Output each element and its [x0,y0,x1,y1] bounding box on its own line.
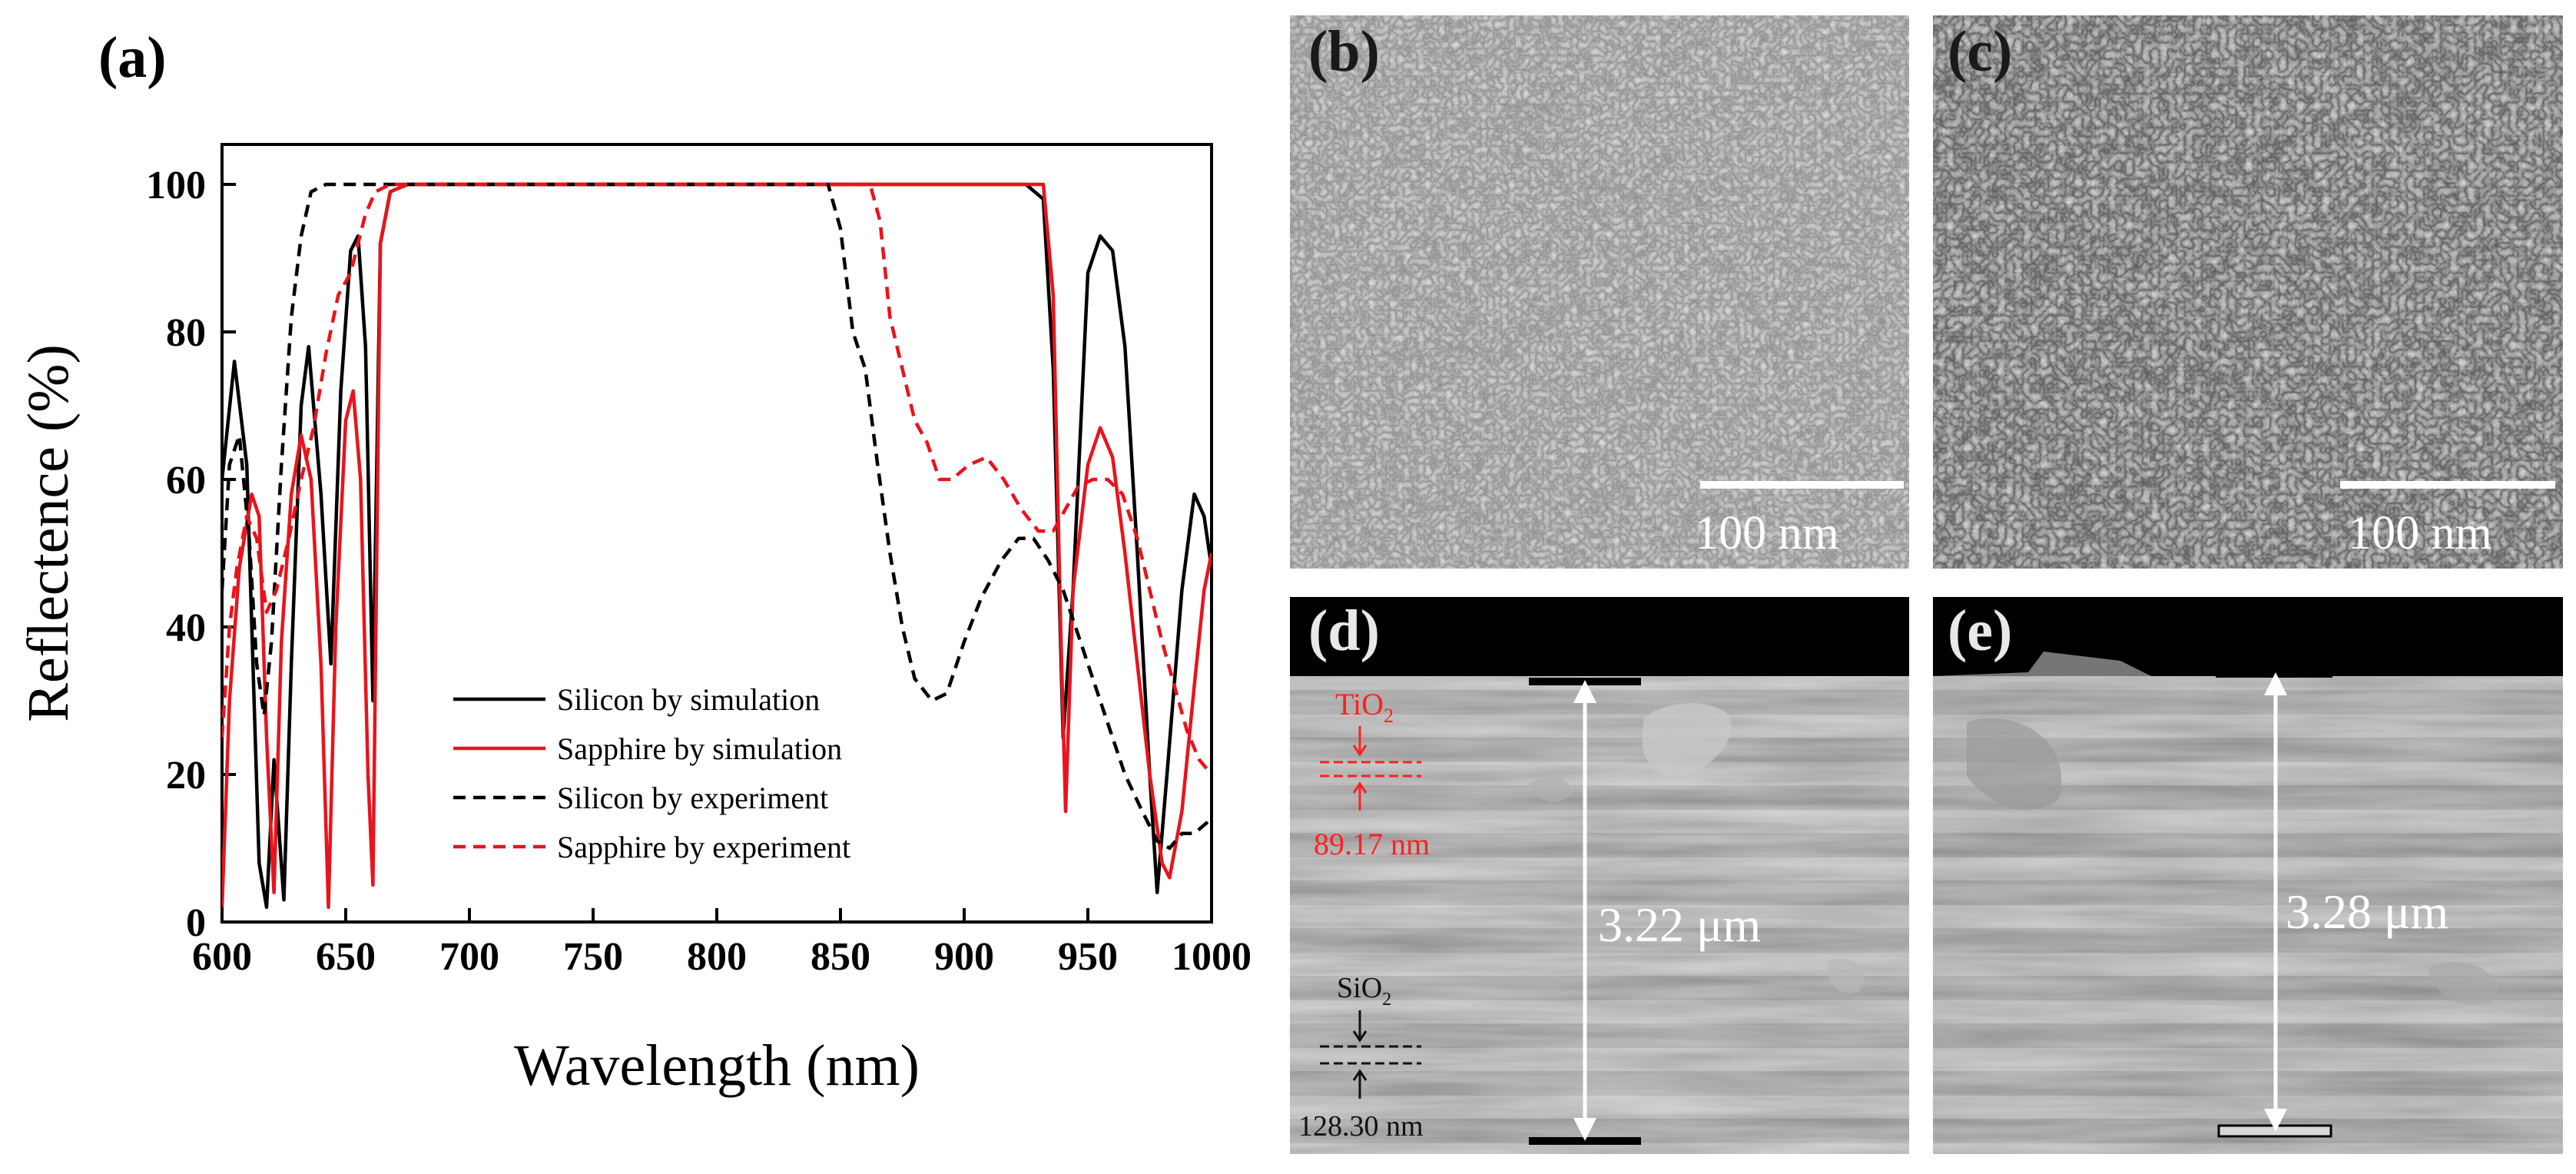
legend-label-2: Sapphire by simulation [557,731,842,766]
x-axis-label: Wavelength (nm) [514,1033,920,1098]
x-tick-label: 1000 [1172,935,1252,979]
panel-label-c: (c) [1948,19,2012,84]
legend-label-4: Sapphire by experiment [557,830,850,864]
x-tick-label: 600 [192,935,252,979]
panel-label-a: (a) [98,25,167,90]
chart-a: 600 650 700 750 800 850 900 950 1000 0 20 40 60 80 10… [16,143,1252,1098]
thickness-label-d: 3.22 μm [1598,897,1761,952]
series-layer [222,182,1212,910]
legend-label-1: Silicon by simulation [557,682,820,717]
x-tick-label: 900 [934,935,994,979]
panel-label-e: (e) [1948,599,2012,663]
y-tick-label: 0 [186,901,206,945]
legend: Silicon by simulation Sapphire by simulat… [453,682,850,864]
y-tick-label: 40 [166,606,206,650]
panel-label-b: (b) [1308,19,1380,84]
y-tick-label: 20 [166,754,206,798]
top-surface-marker-d [1529,678,1641,685]
panel-label-d: (d) [1308,599,1380,663]
series-line-2 [222,182,1212,910]
x-tick-label: 700 [439,935,499,979]
x-tick-label: 950 [1058,935,1118,979]
svg-text:SiO2: SiO2 [1337,972,1391,1010]
scale-bar-c [2340,481,2555,489]
thickness-label-e: 3.28 μm [2286,884,2448,939]
scale-bar-label-b: 100 nm [1695,507,1839,559]
y-tick-label: 100 [146,164,206,207]
bottom-surface-marker-e [2217,1124,2332,1138]
series-line-4 [222,182,1212,776]
sem-panel-c: (c) 100 nm [1933,15,2563,569]
x-tick-label: 750 [563,935,623,979]
y-tick-label: 80 [166,311,206,355]
sem-panel-d: (d) 3.22 μm TiO2 89.17 nm SiO2 128.30 nm [1290,597,1909,1154]
sem-panel-b: (b) 100 nm [1290,15,1909,569]
svg-text:TiO2: TiO2 [1335,687,1394,727]
scale-bar-b [1700,481,1904,489]
x-axis-ticks: 600 650 700 750 800 850 900 950 1000 [192,908,1252,979]
tio2-annotation: TiO2 89.17 nm [1314,687,1430,861]
x-tick-label: 850 [811,935,870,979]
y-axis-label: Reflectence (%) [16,344,81,722]
scale-bar-label-c: 100 nm [2348,507,2492,559]
svg-text:89.17 nm: 89.17 nm [1314,827,1430,861]
x-tick-label: 800 [687,935,747,979]
y-tick-label: 60 [166,459,206,502]
top-surface-marker-e [2216,670,2332,678]
legend-label-3: Silicon by experiment [557,781,828,815]
y-axis-ticks: 0 20 40 60 80 100 [146,164,236,945]
series-line-3 [222,182,1212,851]
sem-panel-e: (e) 3.28 μm [1933,597,2563,1154]
sio2-annotation: SiO2 128.30 nm [1298,972,1424,1142]
svg-text:128.30 nm: 128.30 nm [1298,1110,1424,1142]
bottom-surface-marker-d [1529,1137,1641,1145]
x-tick-label: 650 [316,935,376,979]
